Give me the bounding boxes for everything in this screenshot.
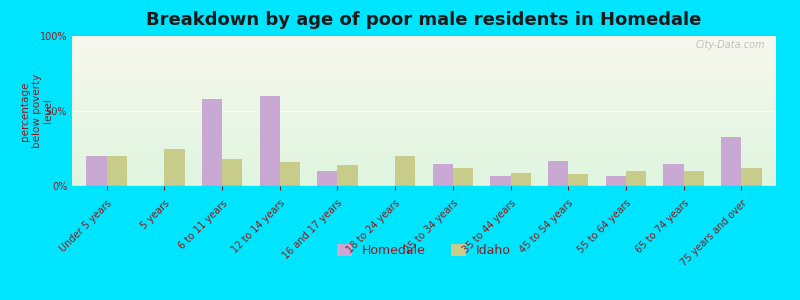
Bar [742, 168, 762, 186]
Bar [86, 156, 106, 186]
Text: 75 years and over: 75 years and over [678, 198, 749, 268]
Title: Breakdown by age of poor male residents in Homedale: Breakdown by age of poor male residents … [146, 11, 702, 29]
Bar [568, 174, 589, 186]
Bar [259, 96, 280, 186]
Bar [202, 99, 222, 186]
Bar [338, 165, 358, 186]
Text: 35 to 44 years: 35 to 44 years [461, 198, 518, 255]
Bar [395, 156, 415, 186]
Bar [164, 148, 185, 186]
Text: 16 and 17 years: 16 and 17 years [282, 198, 345, 261]
Bar [318, 171, 338, 186]
Bar [280, 162, 300, 186]
Bar [453, 168, 473, 186]
Bar [606, 176, 626, 186]
Bar [222, 159, 242, 186]
Text: 25 to 34 years: 25 to 34 years [403, 198, 460, 255]
Legend: Homedale, Idaho: Homedale, Idaho [332, 239, 516, 262]
Bar [510, 172, 530, 186]
Text: 65 to 74 years: 65 to 74 years [634, 198, 690, 255]
Text: 45 to 54 years: 45 to 54 years [518, 198, 575, 255]
Bar [684, 171, 704, 186]
Text: City-Data.com: City-Data.com [696, 40, 766, 50]
Text: 55 to 64 years: 55 to 64 years [576, 198, 633, 255]
Text: 12 to 14 years: 12 to 14 years [230, 198, 287, 255]
Bar [106, 156, 127, 186]
Text: 18 to 24 years: 18 to 24 years [346, 198, 402, 255]
Bar [721, 136, 742, 186]
Bar [433, 164, 453, 186]
Bar [663, 164, 684, 186]
Text: Under 5 years: Under 5 years [58, 198, 114, 254]
Text: 5 years: 5 years [138, 198, 171, 231]
Y-axis label: percentage
below poverty
level: percentage below poverty level [20, 74, 54, 148]
Bar [548, 160, 568, 186]
Bar [490, 176, 510, 186]
Text: 6 to 11 years: 6 to 11 years [177, 198, 229, 250]
Bar [626, 171, 646, 186]
